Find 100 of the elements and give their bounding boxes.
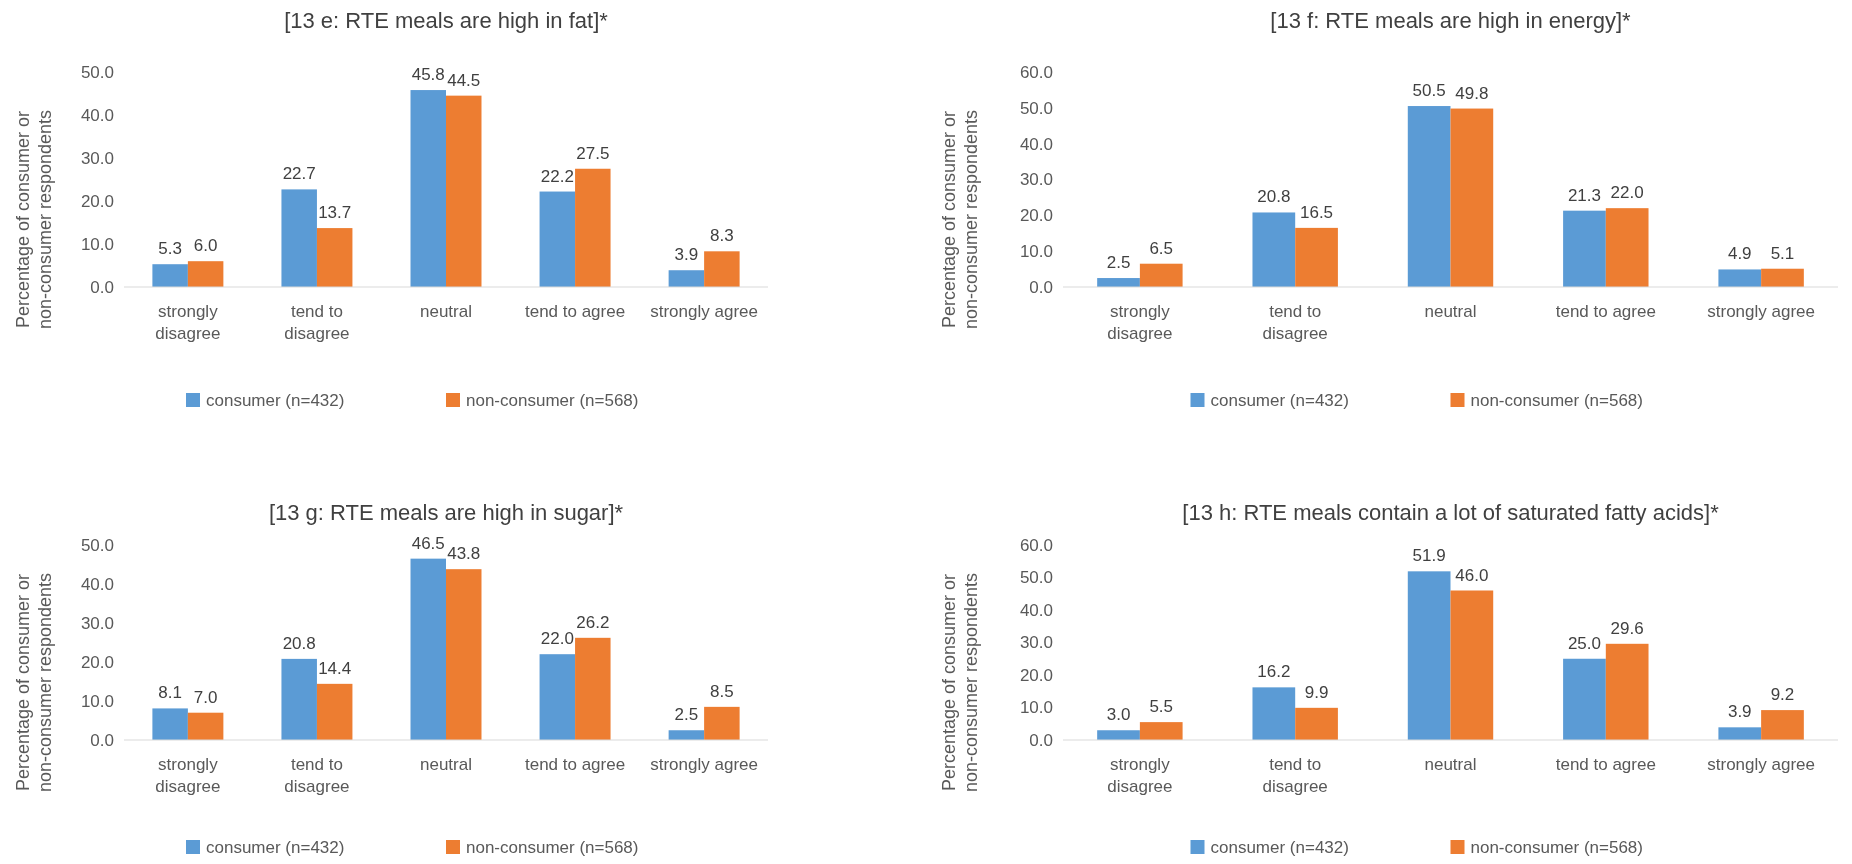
data-label: 25.0: [1567, 633, 1601, 653]
bar: [1450, 108, 1494, 287]
data-label: 8.5: [710, 681, 734, 701]
y-tick-label: 40.0: [80, 574, 114, 594]
y-axis-title: Percentage of consumer or non-consumer respondents: [13, 572, 55, 793]
bar: [1450, 590, 1494, 740]
bar: [1139, 263, 1183, 287]
y-tick-label: 40.0: [1019, 134, 1053, 154]
data-label: 22.0: [540, 629, 574, 649]
bar: [668, 270, 705, 287]
data-label: 16.5: [1300, 202, 1334, 222]
y-tick-label: 0.0: [90, 730, 114, 750]
data-label: 2.5: [674, 705, 699, 725]
bar: [187, 261, 224, 287]
bar: [1407, 106, 1451, 287]
legend-label: consumer (n=432): [206, 837, 345, 857]
legend-label: consumer (n=432): [1210, 837, 1349, 857]
bar: [281, 658, 317, 740]
bar: [1605, 643, 1649, 740]
data-label: 43.8: [447, 544, 481, 564]
bar: [446, 569, 482, 740]
x-tick-label: strongly disagree: [155, 755, 221, 796]
x-tick-label: neutral: [420, 755, 472, 774]
x-tick-label: tend to agree: [1555, 755, 1656, 774]
bar: [539, 191, 576, 287]
data-label: 49.8: [1455, 83, 1489, 103]
y-tick-label: 0.0: [90, 277, 114, 297]
data-label: 20.8: [282, 633, 316, 653]
data-label: 51.9: [1412, 546, 1446, 566]
legend-label: consumer (n=432): [206, 390, 345, 410]
x-tick-label: strongly agree: [1707, 302, 1815, 321]
data-label: 22.0: [1610, 183, 1644, 203]
chart-title: [13 h: RTE meals contain a lot of saturated fatty acids]*: [1182, 500, 1720, 525]
data-label: 22.2: [540, 166, 574, 186]
bar: [539, 654, 576, 740]
data-label: 50.5: [1412, 81, 1446, 101]
data-label: 44.5: [447, 70, 481, 90]
x-tick-label: strongly agree: [650, 755, 758, 774]
y-tick-label: 60.0: [1019, 62, 1053, 82]
y-tick-label: 0.0: [1029, 730, 1053, 750]
y-tick-label: 20.0: [80, 191, 114, 211]
y-tick-label: 30.0: [1019, 170, 1053, 190]
y-tick-label: 30.0: [80, 613, 114, 633]
x-tick-label: strongly agree: [1707, 755, 1815, 774]
y-tick-label: 60.0: [1019, 535, 1053, 555]
y-tick-label: 40.0: [80, 105, 114, 125]
y-axis-title: Percentage of consumer or non-consumer respondents: [939, 109, 981, 330]
data-label: 13.7: [318, 203, 352, 223]
bar: [316, 683, 353, 740]
bar: [152, 264, 188, 287]
y-tick-label: 40.0: [1019, 600, 1053, 620]
data-label: 22.7: [282, 164, 316, 184]
bar: [1407, 571, 1451, 740]
x-tick-label: neutral: [420, 302, 472, 321]
bar: [316, 228, 353, 287]
y-tick-label: 10.0: [1019, 698, 1053, 718]
bar: [1718, 727, 1762, 740]
data-label: 9.9: [1304, 682, 1329, 702]
data-label: 27.5: [576, 143, 610, 163]
bar: [1252, 687, 1296, 740]
data-label: 26.2: [576, 612, 610, 632]
y-tick-label: 10.0: [80, 234, 114, 254]
y-axis-title: Percentage of consumer or non-consumer respondents: [13, 109, 55, 330]
y-tick-label: 50.0: [1019, 98, 1053, 118]
data-label: 29.6: [1610, 618, 1644, 638]
x-tick-label: tend to disagree: [1262, 755, 1328, 796]
x-tick-label: tend to disagree: [1262, 302, 1328, 343]
data-label: 5.3: [158, 239, 182, 259]
data-label: 45.8: [411, 65, 445, 85]
data-label: 6.0: [193, 236, 218, 256]
y-tick-label: 20.0: [1019, 206, 1053, 226]
bar: [1761, 268, 1804, 287]
bar: [187, 712, 224, 740]
data-label: 46.5: [411, 533, 445, 553]
bar: [575, 637, 611, 740]
y-tick-label: 20.0: [80, 652, 114, 672]
y-tick-label: 10.0: [1019, 242, 1053, 262]
data-label: 3.9: [674, 245, 699, 265]
legend-label: non-consumer (n=568): [466, 837, 639, 857]
bar: [1718, 269, 1762, 287]
data-label: 7.0: [193, 687, 218, 707]
bar: [668, 730, 705, 740]
data-label: 14.4: [318, 658, 352, 678]
y-tick-label: 50.0: [80, 62, 114, 82]
legend-label: consumer (n=432): [1210, 390, 1349, 410]
chart-title: [13 e: RTE meals are high in fat]*: [284, 8, 609, 33]
bar: [704, 251, 740, 287]
legend-label: non-consumer (n=568): [1470, 837, 1643, 857]
data-label: 20.8: [1257, 187, 1291, 207]
data-label: 46.0: [1455, 565, 1489, 585]
y-axis-title: Percentage of consumer or non-consumer respondents: [939, 572, 981, 793]
data-label: 5.1: [1770, 243, 1795, 263]
x-tick-label: tend to agree: [1555, 302, 1656, 321]
bar: [410, 558, 446, 740]
data-label: 3.9: [1727, 702, 1752, 722]
data-label: 8.3: [710, 226, 734, 246]
data-label: 5.5: [1149, 697, 1174, 717]
y-tick-label: 10.0: [80, 691, 114, 711]
bar: [1605, 208, 1649, 287]
bar: [1563, 658, 1606, 740]
